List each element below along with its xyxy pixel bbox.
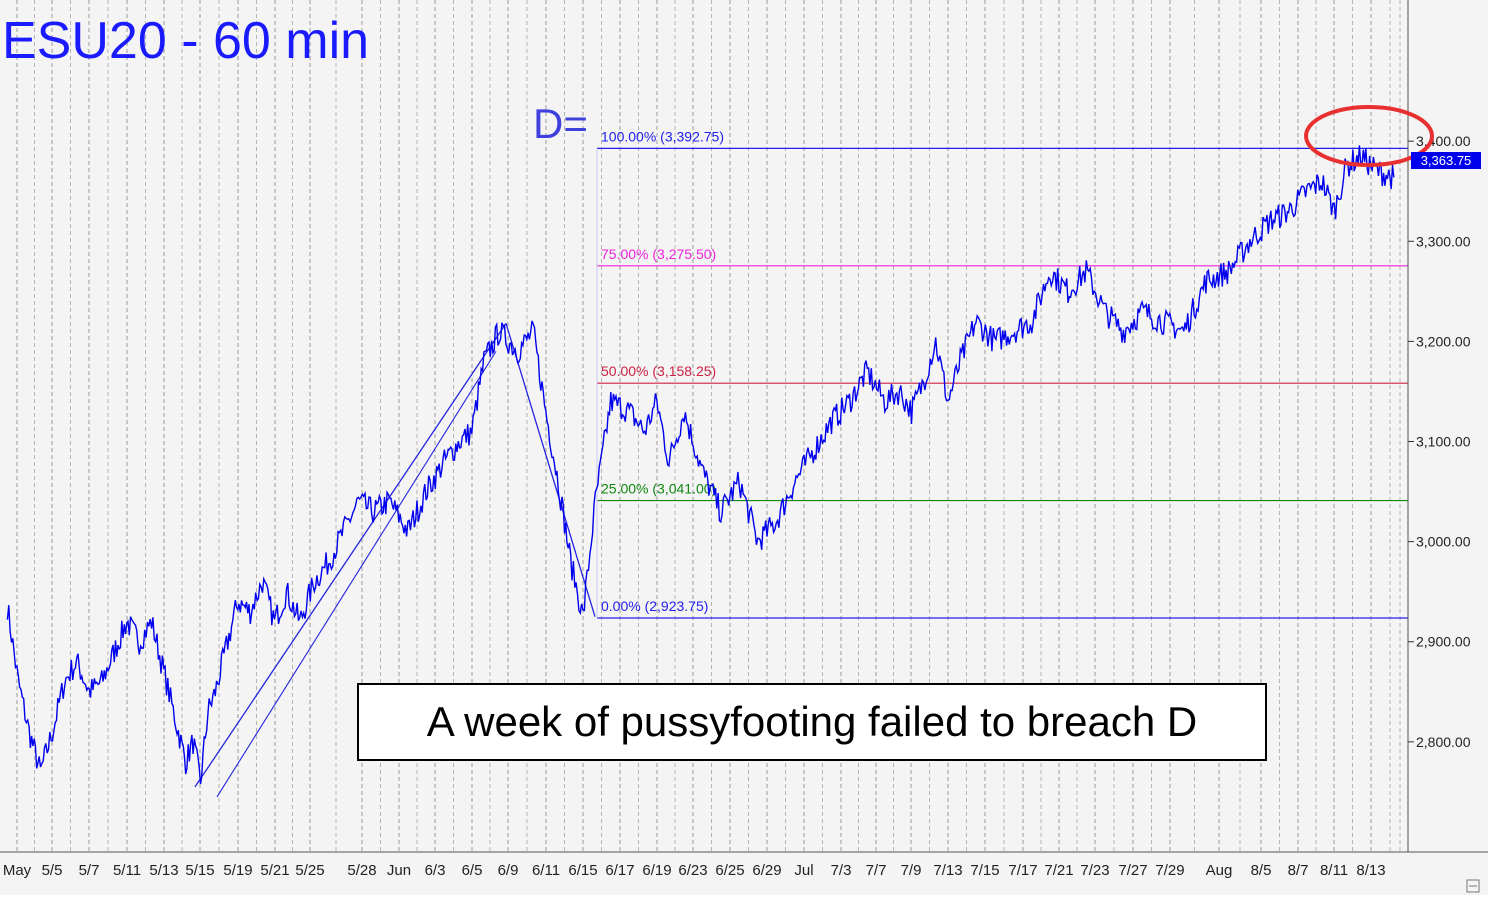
x-tick-label: 6/11 (532, 862, 560, 879)
level-label: 0.00% (2,923.75) (601, 598, 708, 614)
x-tick-label: 7/9 (901, 862, 922, 879)
d-point-label: D= (533, 100, 588, 147)
x-tick-label: 5/13 (149, 862, 178, 879)
y-tick-label: 3,300.00 (1416, 233, 1471, 249)
annotation-frame (357, 683, 1267, 761)
x-tick-label: Jul (794, 862, 813, 879)
x-tick-label: May (3, 862, 32, 879)
x-tick-label: 7/17 (1008, 862, 1037, 879)
x-tick-label: 6/29 (752, 862, 781, 879)
x-tick-label: 7/15 (970, 862, 999, 879)
y-axis: 2,800.00 2,900.00 3,000.00 3,100.00 3,200.00… (1408, 133, 1471, 750)
current-price-label: 3,363.75 (1421, 153, 1472, 168)
corner-icon-frame (1466, 879, 1480, 893)
x-axis: May 5/5 5/7 5/11 5/13 5/15 5/19 5/21 5/25 5/28 Jun… (3, 862, 1386, 879)
x-tick-label: 5/5 (42, 862, 63, 879)
x-tick-label: 5/19 (223, 862, 252, 879)
pattern-leg-bc (505, 323, 596, 617)
x-tick-label: 8/5 (1251, 862, 1272, 879)
y-tick-label: 3,400.00 (1416, 133, 1471, 149)
x-tick-label: 6/23 (678, 862, 707, 879)
x-tick-label: 8/7 (1288, 862, 1309, 879)
level-label: 25.00% (3,041.00) (601, 481, 716, 497)
pattern-leg-ab (194, 322, 507, 788)
y-tick-label: 3,200.00 (1416, 333, 1471, 349)
x-tick-label: 5/21 (260, 862, 289, 879)
level-label: 50.00% (3,158.25) (601, 363, 716, 379)
x-tick-label: 6/9 (498, 862, 519, 879)
chart-settings-icon[interactable] (1466, 879, 1480, 893)
x-tick-label: 7/27 (1118, 862, 1147, 879)
chart-title: ESU20 - 60 min (2, 12, 369, 70)
current-price-marker: 3,363.75 (1411, 152, 1481, 169)
y-tick-label: 3,000.00 (1416, 534, 1471, 550)
abcd-pattern (194, 322, 596, 798)
highlight-ellipse (1304, 105, 1434, 167)
x-tick-label: 7/23 (1080, 862, 1109, 879)
current-price-badge (1411, 152, 1481, 169)
x-tick-label: 5/25 (295, 862, 324, 879)
x-tick-label: 6/17 (605, 862, 634, 879)
y-tick-label: 2,900.00 (1416, 634, 1471, 650)
x-tick-label: 5/28 (347, 862, 376, 879)
level-label: 75.00% (3,275.50) (601, 246, 716, 262)
x-tick-label: 6/3 (425, 862, 446, 879)
fibonacci-levels: 100.00% (3,392.75) 75.00% (3,275.50) 50.00… (596, 128, 1408, 619)
x-tick-label: 6/15 (568, 862, 597, 879)
x-tick-label: 5/11 (113, 862, 141, 879)
x-tick-label: 8/13 (1356, 862, 1385, 879)
x-tick-label: Aug (1206, 862, 1233, 879)
x-tick-label: 7/7 (866, 862, 887, 879)
x-tick-label: Jun (387, 862, 411, 879)
x-tick-label: 7/29 (1155, 862, 1184, 879)
x-tick-label: 7/3 (831, 862, 852, 879)
annotation-text: A week of pussyfooting failed to breach … (427, 698, 1197, 745)
y-tick-label: 3,100.00 (1416, 434, 1471, 450)
x-tick-label: 6/25 (715, 862, 744, 879)
x-tick-label: 5/7 (79, 862, 100, 879)
x-tick-label: 6/19 (642, 862, 671, 879)
level-label: 100.00% (3,392.75) (601, 128, 724, 144)
y-tick-label: 2,800.00 (1416, 734, 1471, 750)
x-tick-label: 7/21 (1044, 862, 1073, 879)
price-series-layer (6, 145, 1395, 785)
x-tick-label: 7/13 (933, 862, 962, 879)
x-tick-label: 6/5 (462, 862, 483, 879)
x-tick-label: 8/11 (1320, 862, 1348, 879)
price-line (6, 145, 1395, 785)
annotation-box: A week of pussyfooting failed to breach … (357, 683, 1267, 761)
x-tick-label: 5/15 (185, 862, 214, 879)
pattern-channel (216, 351, 497, 798)
